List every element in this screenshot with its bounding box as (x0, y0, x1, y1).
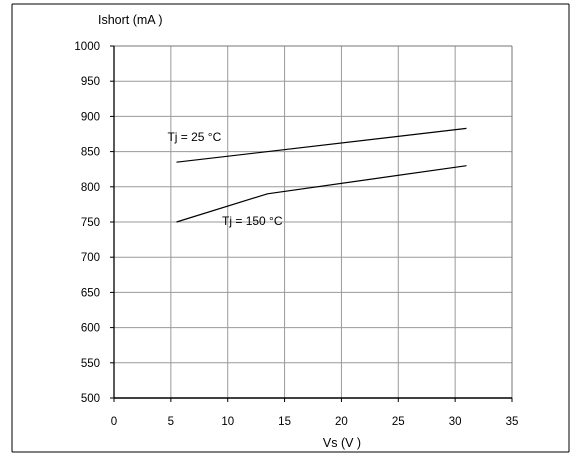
x-tick-label: 25 (392, 416, 405, 428)
grid (114, 46, 512, 398)
y-tick-label: 900 (81, 111, 100, 123)
series-label-1: Tj = 25 °C (167, 130, 221, 144)
x-tick-label: 15 (278, 416, 291, 428)
y-tick-label: 650 (81, 287, 100, 299)
y-tick-label: 1000 (74, 41, 100, 53)
x-tick-label: 35 (506, 416, 519, 428)
x-tick-label: 5 (168, 416, 174, 428)
y-tick-label: 950 (81, 76, 100, 88)
x-tick-label: 20 (335, 416, 348, 428)
y-axis-title: Ishort (mA ) (98, 13, 163, 27)
y-tick-label: 700 (81, 252, 100, 264)
axes (110, 45, 513, 402)
x-axis-title: Vs (V ) (323, 436, 361, 450)
y-tick-label: 800 (81, 182, 100, 194)
series-line-2 (176, 165, 467, 223)
y-tick-label: 750 (81, 217, 100, 229)
y-tick-label: 600 (81, 323, 100, 335)
y-tick-label: 550 (81, 358, 100, 370)
y-tick-label: 850 (81, 147, 100, 159)
series-label-2: Tj = 150 °C (222, 214, 283, 228)
x-tick-label: 0 (111, 416, 117, 428)
series-lines (176, 127, 467, 223)
series-line-1 (176, 127, 467, 163)
y-tick-label: 500 (81, 393, 100, 405)
tick-labels: 500 550 600 650 700 750 800 850 900 950 1000 0 5 10 15… (74, 41, 518, 428)
x-tick-label: 10 (221, 416, 234, 428)
series-labels: Tj = 25 °C Tj = 150 °C (167, 130, 282, 228)
x-tick-label: 30 (449, 416, 462, 428)
